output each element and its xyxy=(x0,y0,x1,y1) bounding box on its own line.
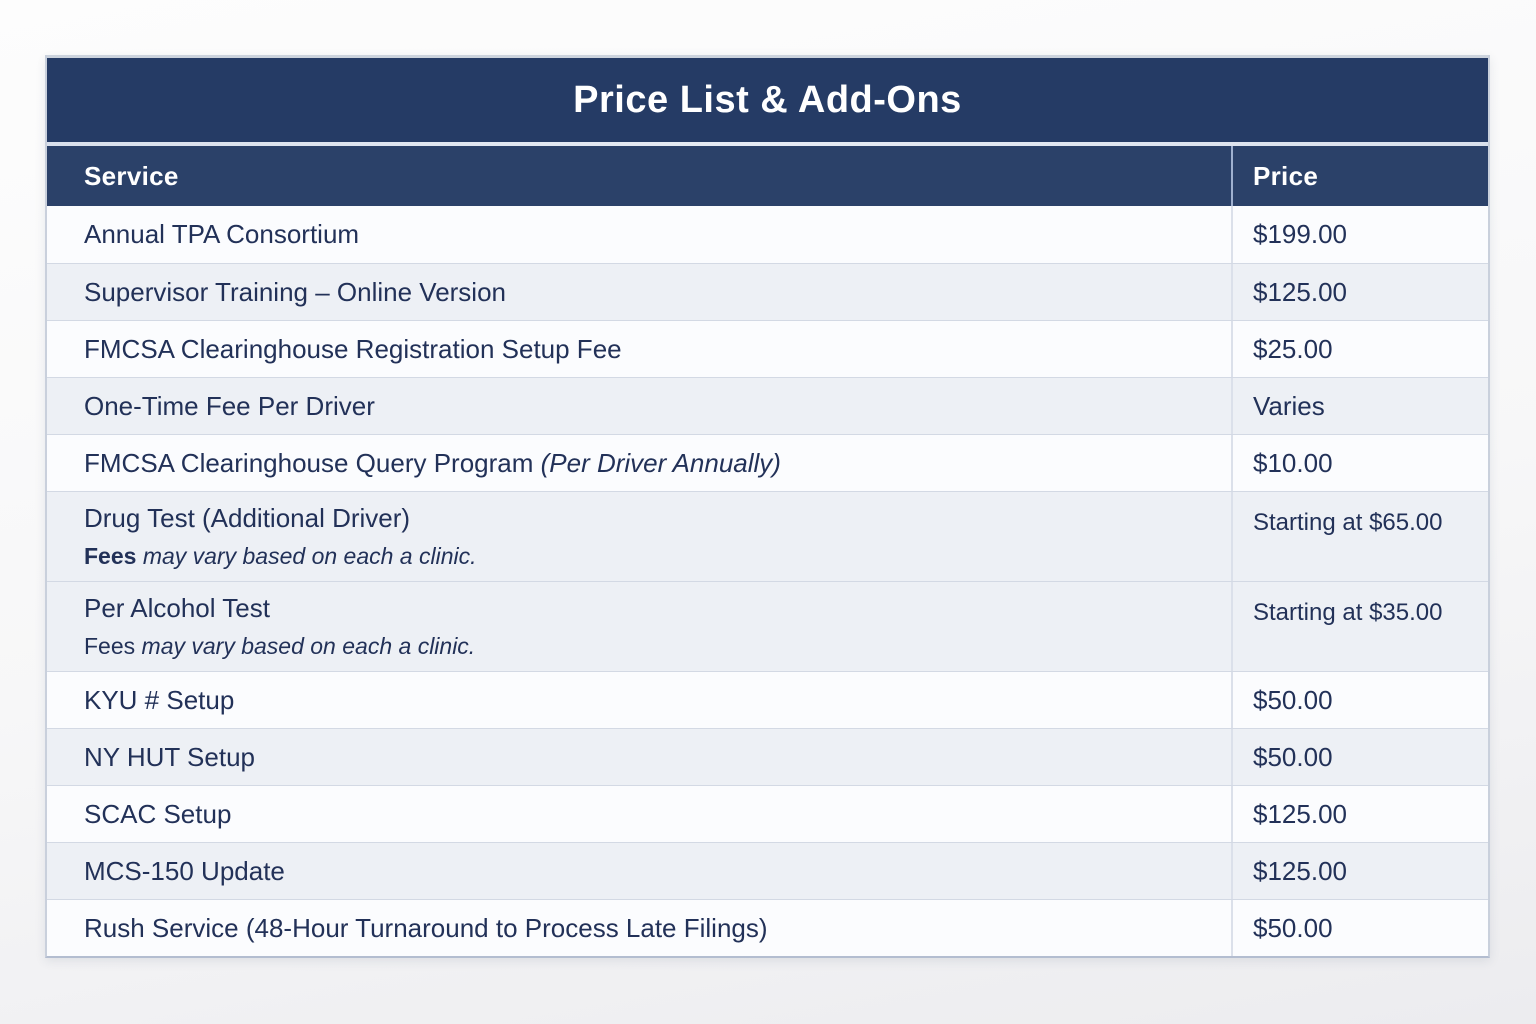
table-title-band: Price List & Add-Ons xyxy=(47,58,1488,142)
table-row: FMCSA Clearinghouse Registration Setup F… xyxy=(47,320,1488,377)
service-name: MCS-150 Update xyxy=(84,855,285,886)
price-value: $125.00 xyxy=(1253,855,1347,886)
price-value: $10.00 xyxy=(1253,447,1333,478)
table-row: NY HUT Setup $50.00 xyxy=(47,728,1488,785)
service-name: NY HUT Setup xyxy=(84,741,256,772)
price-value: $50.00 xyxy=(1253,684,1333,715)
price-cell: $50.00 xyxy=(1231,900,1488,956)
table-row: Rush Service (48-Hour Turnaround to Proc… xyxy=(47,899,1488,956)
table-row: KYU # Setup $50.00 xyxy=(47,671,1488,728)
price-value: $199.00 xyxy=(1253,219,1347,249)
table-top-edge xyxy=(47,55,1488,58)
price-value: Varies xyxy=(1253,390,1325,421)
service-name: FMCSA Clearinghouse Registration Setup F… xyxy=(84,333,622,364)
price-value: Starting at $65.00 xyxy=(1253,509,1443,536)
price-cell: $10.00 xyxy=(1231,435,1488,491)
price-cell: $50.00 xyxy=(1231,672,1488,728)
price-value: $50.00 xyxy=(1253,741,1333,772)
price-value: $25.00 xyxy=(1253,333,1333,364)
service-name: Annual TPA Consortium xyxy=(84,219,360,250)
price-cell: Starting at $65.00 xyxy=(1231,492,1488,581)
price-value: $125.00 xyxy=(1253,798,1347,829)
table-body: Annual TPA Consortium $199.00 Supervisor T… xyxy=(47,206,1488,956)
price-value: $125.00 xyxy=(1253,276,1347,307)
service-name: One-Time Fee Per Driver xyxy=(84,390,375,421)
price-value: $50.00 xyxy=(1253,912,1333,943)
service-name: SCAC Setup xyxy=(84,798,232,829)
price-cell: $50.00 xyxy=(1231,729,1488,785)
table-row: FMCSA Clearinghouse Query Program (Per D… xyxy=(47,434,1488,491)
service-cell: Rush Service (48-Hour Turnaround to Proc… xyxy=(47,900,1231,956)
column-header-row: Service Price xyxy=(47,146,1488,206)
price-cell: Starting at $35.00 xyxy=(1231,582,1488,671)
table-row: MCS-150 Update $125.00 xyxy=(47,842,1488,899)
table-row: Per Alcohol Test Fees may vary based on e… xyxy=(47,581,1488,671)
service-name: Supervisor Training – Online Version xyxy=(84,276,507,307)
price-cell: Varies xyxy=(1231,378,1488,434)
service-name: Drug Test (Additional Driver) xyxy=(84,503,411,534)
service-name: FMCSA Clearinghouse Query Program (Per D… xyxy=(84,447,781,478)
service-name: Rush Service (48-Hour Turnaround to Proc… xyxy=(84,912,768,943)
table-row: Drug Test (Additional Driver) Fees may va… xyxy=(47,491,1488,581)
service-cell: Per Alcohol Test Fees may vary based on e… xyxy=(47,582,1231,671)
table-row: One-Time Fee Per Driver Varies xyxy=(47,377,1488,434)
service-cell: SCAC Setup xyxy=(47,786,1231,842)
service-cell: KYU # Setup xyxy=(47,672,1231,728)
service-cell: Drug Test (Additional Driver) Fees may va… xyxy=(47,492,1231,581)
service-name: Per Alcohol Test xyxy=(84,593,270,624)
service-cell: FMCSA Clearinghouse Registration Setup F… xyxy=(47,321,1231,377)
service-note: Fees may vary based on each a clinic. xyxy=(84,542,477,569)
service-cell: MCS-150 Update xyxy=(47,843,1231,899)
price-cell: $25.00 xyxy=(1231,321,1488,377)
title-separator xyxy=(47,142,1488,146)
column-header-service: Service xyxy=(84,160,179,191)
service-cell: FMCSA Clearinghouse Query Program (Per D… xyxy=(47,435,1231,491)
service-cell: NY HUT Setup xyxy=(47,729,1231,785)
price-cell: $125.00 xyxy=(1231,843,1488,899)
service-cell: Supervisor Training – Online Version xyxy=(47,264,1231,320)
service-cell: Annual TPA Consortium xyxy=(47,206,1231,263)
price-value: Starting at $35.00 xyxy=(1253,599,1443,626)
column-header-price: Price xyxy=(1231,146,1488,206)
price-cell: $125.00 xyxy=(1231,264,1488,320)
service-cell: One-Time Fee Per Driver xyxy=(47,378,1231,434)
table-row: Supervisor Training – Online Version $125… xyxy=(47,263,1488,320)
service-name: KYU # Setup xyxy=(84,684,235,715)
price-cell: $199.00 xyxy=(1231,206,1488,263)
price-cell: $125.00 xyxy=(1231,786,1488,842)
price-table: Price List & Add-Ons Service Price Annua… xyxy=(45,55,1490,958)
service-note: Fees may vary based on each a clinic. xyxy=(84,632,476,659)
table-row: SCAC Setup $125.00 xyxy=(47,785,1488,842)
page-title: Price List & Add-Ons xyxy=(573,78,962,121)
table-row: Annual TPA Consortium $199.00 xyxy=(47,206,1488,263)
